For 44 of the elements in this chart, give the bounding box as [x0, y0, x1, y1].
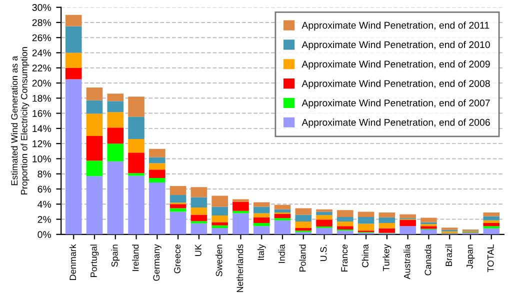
y-tick-label: 18% — [32, 94, 52, 102]
y-tick-label: 16% — [32, 110, 52, 117]
x-tick-label: Brazil — [445, 244, 452, 266]
x-tick-label: China — [362, 244, 368, 268]
x-tick-label: Australia — [404, 244, 410, 280]
x-tick-label: Portugal — [90, 244, 99, 278]
x-tick-label: India — [278, 244, 285, 263]
y-tick-label: 20% — [32, 80, 52, 87]
legend-label: Approximate Wind Penetration, end of 2010 — [302, 40, 490, 50]
legend-label: Approximate Wind Penetration, end of 2008 — [302, 80, 490, 89]
x-tick-label: Poland — [299, 244, 306, 272]
y-tick-label: 14% — [32, 125, 52, 132]
x-tick-label: TOTAL — [487, 244, 494, 272]
y-tick-label: 12% — [32, 140, 52, 148]
x-tick-label: Sweden — [216, 244, 222, 276]
y-tick-label: 8% — [38, 170, 52, 178]
x-tick-label: Italy — [257, 244, 266, 260]
y-tick-label: 0% — [38, 231, 52, 238]
x-tick-label: U.S. — [320, 244, 327, 261]
x-tick-label: Turkey — [382, 244, 392, 272]
x-tick-label: Germany — [153, 244, 162, 281]
x-tick-label: UK — [195, 244, 202, 256]
y-tick-label: 4% — [38, 200, 52, 208]
x-tick-label: Greece — [174, 244, 180, 274]
y-tick-label: 24% — [32, 49, 52, 56]
x-tick-label: France — [341, 244, 348, 272]
legend-label: Approximate Wind Penetration, end of 2006 — [302, 118, 490, 128]
y-axis-title: Estimated Wind Generation as a Proportion of Electricity Consumption — [10, 47, 30, 194]
legend-label: Approximate Wind Penetration, end of 2007 — [302, 99, 490, 108]
x-tick-label: Denmark — [69, 244, 76, 280]
y-tick-label: 30% — [32, 4, 52, 11]
y-tick-label: 10% — [32, 155, 52, 162]
y-tick-label: 28% — [32, 19, 52, 26]
legend-label: Approximate Wind Penetration, end of 2011 — [302, 22, 490, 31]
x-tick-label: Spain — [111, 244, 120, 267]
y-tick-label: 6% — [38, 186, 52, 193]
y-tick-label: 22% — [32, 64, 52, 72]
x-tick-label: Netherlands — [236, 244, 244, 292]
x-tick-label: Canada — [424, 244, 432, 276]
legend-label: Approximate Wind Penetration, end of 2009 — [302, 60, 490, 70]
x-tick-label: Ireland — [132, 244, 139, 271]
x-tick-label: Japan — [466, 244, 475, 269]
y-tick-label: 2% — [38, 216, 52, 223]
y-tick-label: 26% — [32, 34, 52, 42]
